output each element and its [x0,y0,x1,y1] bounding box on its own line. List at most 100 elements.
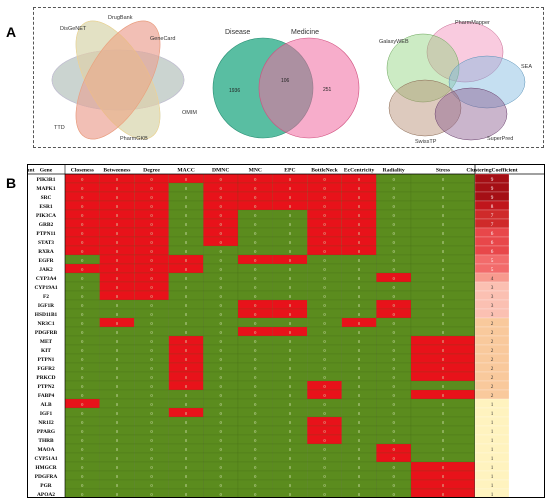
heatmap-count-value: 9 [491,195,494,201]
heatmap-cell-value: 0 [220,447,222,452]
heatmap-cell-value: 0 [150,429,152,434]
heatmap-cell-value: 0 [220,186,222,191]
heatmap-cell-value: 0 [116,213,118,218]
heatmap-cell-value: 0 [358,456,360,461]
heatmap-cell-value: 0 [393,258,395,263]
heatmap-cell-value: 0 [323,222,325,227]
heatmap-cell-value: 0 [393,411,395,416]
heatmap-cell-value: 0 [254,195,256,200]
heatmap-cell-value: 0 [185,483,187,488]
heatmap-gene-label: ESR1 [39,204,52,210]
panel-a-frame [33,7,544,148]
heatmap-gene-label: PTPN11 [36,231,55,237]
heatmap-cell-value: 0 [150,456,152,461]
heatmap-cell-value: 0 [220,357,222,362]
heatmap-cell-value: 0 [116,456,118,461]
heatmap-cell-value: 0 [185,231,187,236]
heatmap-cell-value: 0 [81,492,83,497]
heatmap-cell-value: 0 [442,249,444,254]
heatmap-cell-value: 0 [393,357,395,362]
heatmap-cell-value: 0 [185,312,187,317]
venn5-petal [75,20,161,140]
heatmap-cell-value: 0 [323,393,325,398]
heatmap-cell-value: 0 [323,330,325,335]
heatmap-cell-value: 0 [323,357,325,362]
heatmap-cell-value: 0 [220,276,222,281]
heatmap-cell-value: 0 [150,177,152,182]
heatmap-cell-value: 0 [150,366,152,371]
heatmap-cell-value: 0 [220,240,222,245]
heatmap-column-header: Stress [436,168,451,174]
heatmap-cell-value: 0 [185,339,187,344]
heatmap-cell-value: 0 [185,375,187,380]
heatmap-cell-value: 0 [442,366,444,371]
heatmap-cell-value: 0 [358,465,360,470]
heatmap-cell-value: 0 [220,384,222,389]
heatmap-cell-value: 0 [442,492,444,497]
heatmap-cell-value: 0 [393,420,395,425]
heatmap-cell-value: 0 [116,447,118,452]
heatmap-cell-value: 0 [289,258,291,263]
heatmap-cell-value: 0 [116,186,118,191]
heatmap-cell-value: 0 [358,195,360,200]
heatmap-cell-value: 0 [81,186,83,191]
heatmap-count-value: 3 [491,312,494,318]
heatmap-cell-value: 0 [442,465,444,470]
heatmap-cell-value: 0 [289,492,291,497]
heatmap-gene-label: GRB2 [39,222,54,228]
heatmap-cell-value: 0 [323,204,325,209]
heatmap-gene-label: APOA2 [37,492,55,498]
heatmap-cell-value: 0 [358,303,360,308]
heatmap-cell-value: 0 [323,213,325,218]
heatmap-count-cell [474,488,510,498]
heatmap-cell-value: 0 [81,267,83,272]
heatmap-cell-value: 0 [442,240,444,245]
heatmap-count-value: 2 [491,393,494,399]
heatmap-cell-value: 0 [220,483,222,488]
heatmap-cell-value: 0 [254,276,256,281]
heatmap-cell-value: 0 [220,393,222,398]
heatmap-cell-value: 0 [289,222,291,227]
heatmap-cell-value: 0 [81,213,83,218]
heatmap-count-value: 9 [491,186,494,192]
heatmap-cell-value: 0 [358,492,360,497]
heatmap-cell-value: 0 [150,465,152,470]
heatmap-cell-value: 0 [323,186,325,191]
heatmap-cell-value: 0 [323,438,325,443]
heatmap-cell-value: 0 [185,465,187,470]
heatmap-cell-value: 0 [254,474,256,479]
heatmap-cell-value: 0 [220,195,222,200]
heatmap-cell-value: 0 [442,258,444,263]
heatmap-cell-value: 0 [442,429,444,434]
heatmap-cell-value: 0 [116,483,118,488]
heatmap-gene-label: NR1I2 [38,420,54,426]
heatmap-gene-label: PPARG [37,429,56,435]
heatmap-cell-value: 0 [254,411,256,416]
heatmap-cell-value: 0 [289,447,291,452]
heatmap-cell-value: 0 [150,240,152,245]
heatmap-cell-value: 0 [81,438,83,443]
heatmap-cell-value: 0 [323,267,325,272]
heatmap-cell-value: 0 [185,357,187,362]
heatmap-cell-value: 0 [289,195,291,200]
heatmap-count-value: 2 [491,384,494,390]
heatmap-cell-value: 0 [81,303,83,308]
venn-t-label-swisstp: SwissTP [415,139,437,145]
heatmap-cell-value: 0 [254,249,256,254]
heatmap-gene-label: THRB [38,438,54,444]
heatmap-cell-value: 0 [185,402,187,407]
heatmap-cell-value: 0 [289,330,291,335]
heatmap-cell-value: 0 [116,330,118,335]
heatmap-cell-value: 0 [116,312,118,317]
venn5-petal [75,20,161,140]
heatmap-gene-label: RXRA [38,249,54,255]
heatmap-cell-value: 0 [81,204,83,209]
heatmap-cell-value: 0 [393,402,395,407]
heatmap-cell-value: 0 [185,222,187,227]
heatmap-cell-value: 0 [185,393,187,398]
heatmap-cell-value: 0 [442,483,444,488]
heatmap-cell-value: 0 [116,285,118,290]
heatmap-cell-value: 0 [185,258,187,263]
heatmap-cell-value: 0 [81,474,83,479]
heatmap-cell-value: 0 [289,456,291,461]
